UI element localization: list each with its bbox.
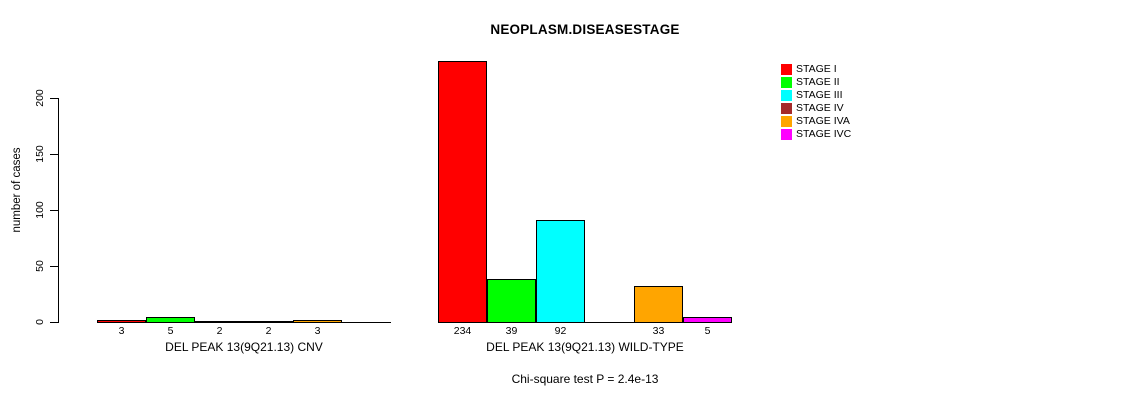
legend-item: STAGE IV	[781, 102, 921, 115]
y-tick	[50, 154, 58, 155]
y-tick	[50, 322, 58, 323]
bar-value-label: 2	[265, 325, 272, 337]
x-axis-group-label: DEL PEAK 13(9Q21.13) CNV	[165, 340, 323, 354]
bar-stage-iv-del-peak-13-9q21-13-cnv	[244, 321, 293, 323]
y-tick-label: 200	[34, 89, 46, 107]
bar-value-label: 5	[167, 325, 174, 337]
bar-stage-i-del-peak-13-9q21-13-cnv	[97, 320, 146, 323]
legend-swatch-stage-iv	[781, 103, 792, 114]
bar-stage-ivc-del-peak-13-9q21-13-wild-type	[683, 317, 732, 323]
legend-item: STAGE II	[781, 76, 921, 89]
legend-label: STAGE I	[796, 63, 837, 75]
y-tick	[50, 210, 58, 211]
y-tick	[50, 266, 58, 267]
legend-swatch-stage-i	[781, 64, 792, 75]
legend-label: STAGE IVA	[796, 115, 850, 127]
legend-swatch-stage-ii	[781, 77, 792, 88]
y-tick-label: 50	[34, 260, 46, 272]
chi-square-note: Chi-square test P = 2.4e-13	[511, 372, 659, 386]
y-tick-label: 100	[34, 201, 46, 219]
bar-stage-ii-del-peak-13-9q21-13-cnv	[146, 317, 195, 323]
legend-item: STAGE III	[781, 89, 921, 102]
bar-value-label: 3	[314, 325, 321, 337]
legend-item: STAGE IVC	[781, 128, 921, 141]
y-tick-label: 0	[34, 319, 46, 325]
bar-value-label: 2	[216, 325, 223, 337]
legend-label: STAGE II	[796, 76, 840, 88]
x-axis-group-label: DEL PEAK 13(9Q21.13) WILD-TYPE	[486, 340, 684, 354]
legend-label: STAGE III	[796, 89, 843, 101]
legend-label: STAGE IVC	[796, 128, 852, 140]
legend-item: STAGE IVA	[781, 115, 921, 128]
y-tick-label: 150	[34, 145, 46, 163]
y-axis-line	[58, 98, 59, 323]
bar-value-label: 3	[118, 325, 125, 337]
legend-item: STAGE I	[781, 63, 921, 76]
y-tick	[50, 98, 58, 99]
bar-stage-iii-del-peak-13-9q21-13-cnv	[195, 321, 244, 323]
legend-label: STAGE IV	[796, 102, 844, 114]
bar-value-label: 33	[652, 325, 665, 337]
legend-swatch-stage-iii	[781, 90, 792, 101]
bar-value-label: 39	[505, 325, 518, 337]
bar-stage-iva-del-peak-13-9q21-13-cnv	[293, 320, 342, 323]
bar-stage-i-del-peak-13-9q21-13-wild-type	[438, 61, 487, 323]
bar-value-label: 92	[554, 325, 567, 337]
bar-value-label: 234	[453, 325, 472, 337]
bar-value-label: 5	[704, 325, 711, 337]
bar-stage-ii-del-peak-13-9q21-13-wild-type	[487, 279, 536, 323]
bar-stage-iva-del-peak-13-9q21-13-wild-type	[634, 286, 683, 323]
group-axis-line	[438, 322, 732, 323]
legend-swatch-stage-ivc	[781, 129, 792, 140]
legend-swatch-stage-iva	[781, 116, 792, 127]
chart-title: NEOPLASM.DISEASESTAGE	[490, 22, 680, 37]
bar-stage-iii-del-peak-13-9q21-13-wild-type	[536, 220, 585, 323]
y-axis-label: number of cases	[11, 147, 23, 233]
